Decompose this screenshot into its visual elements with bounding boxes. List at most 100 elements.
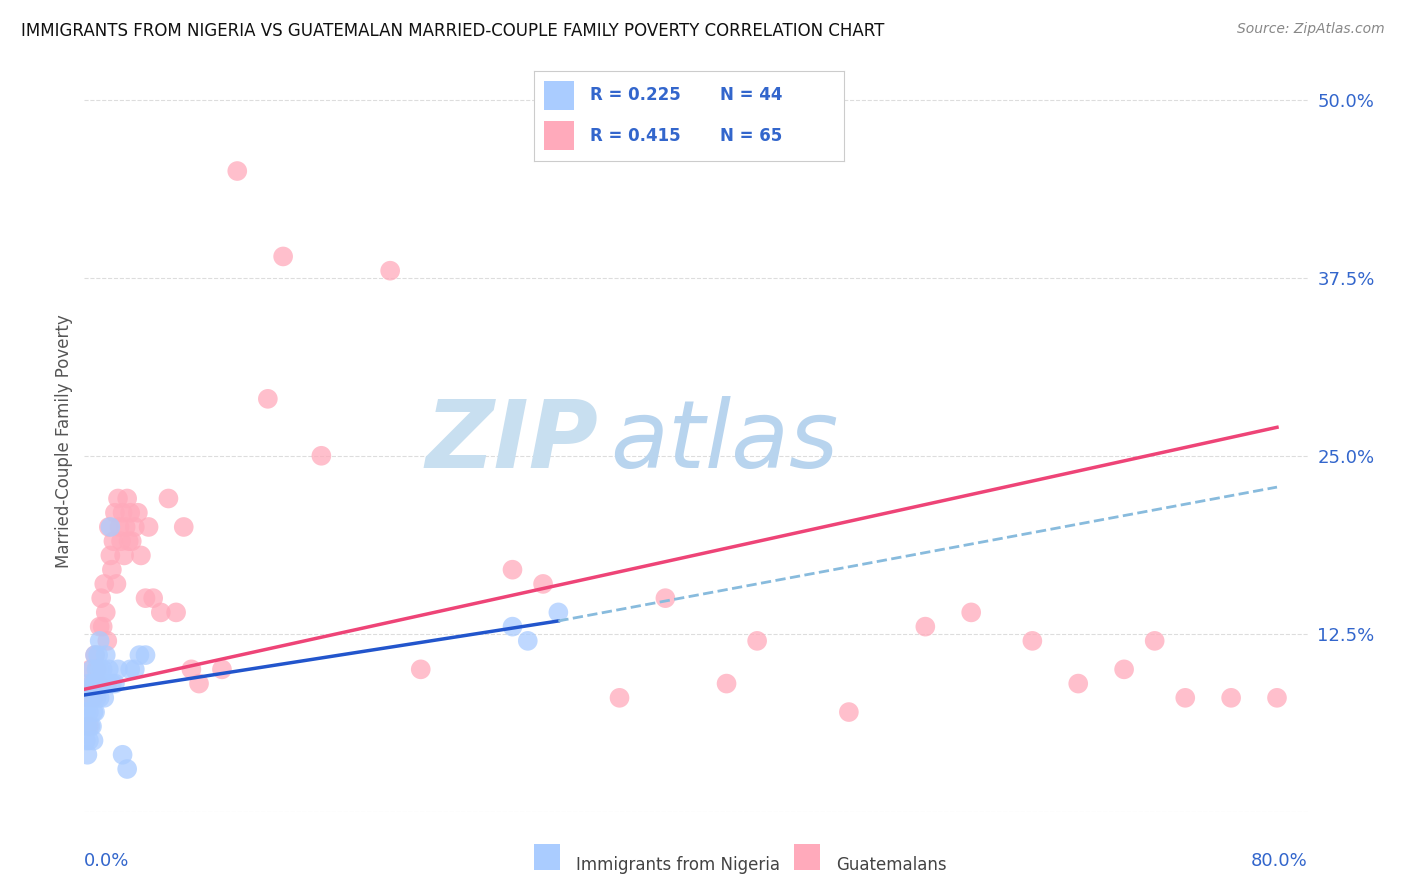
Point [138, 520, 160, 534]
Point [114, 520, 136, 534]
Point [716, 676, 738, 690]
Point [87, 676, 110, 690]
Point [91, 662, 114, 676]
Point [124, 520, 146, 534]
Text: Immigrants from Nigeria: Immigrants from Nigeria [576, 856, 780, 874]
Point [135, 591, 157, 606]
Point [91, 619, 114, 633]
Text: R = 0.225: R = 0.225 [591, 87, 681, 104]
Point [120, 506, 142, 520]
Point [79, 719, 101, 733]
Point [1114, 662, 1136, 676]
Point [84, 676, 107, 690]
Point [115, 491, 138, 506]
Text: 0.0%: 0.0% [84, 853, 129, 871]
Text: Guatemalans: Guatemalans [837, 856, 948, 874]
Point [112, 549, 135, 563]
Point [80, 690, 103, 705]
Point [83, 676, 105, 690]
Point [188, 676, 211, 690]
Point [149, 606, 172, 620]
Point [128, 648, 150, 662]
Point [111, 747, 134, 762]
Point [75, 733, 97, 747]
Bar [544, 81, 575, 110]
Point [120, 662, 142, 676]
Point [107, 491, 129, 506]
Point [97, 662, 120, 676]
Point [118, 534, 141, 549]
Point [84, 705, 107, 719]
Point [80, 719, 103, 733]
Point [516, 633, 538, 648]
Point [747, 633, 769, 648]
Point [80, 662, 103, 676]
Text: N = 65: N = 65 [720, 127, 782, 145]
Point [311, 449, 333, 463]
Point [83, 705, 105, 719]
Point [108, 520, 131, 534]
Point [960, 606, 983, 620]
Point [111, 506, 134, 520]
Point [89, 662, 111, 676]
Text: 80.0%: 80.0% [1251, 853, 1308, 871]
Point [89, 633, 111, 648]
Point [1067, 676, 1090, 690]
Point [86, 662, 108, 676]
Point [110, 534, 132, 549]
Bar [544, 121, 575, 150]
Point [89, 619, 111, 633]
Point [83, 690, 105, 705]
Point [135, 648, 157, 662]
Point [96, 676, 118, 690]
Point [76, 690, 98, 705]
Point [77, 676, 100, 690]
Point [96, 633, 118, 648]
Point [129, 549, 152, 563]
Y-axis label: Married-Couple Family Poverty: Married-Couple Family Poverty [55, 315, 73, 568]
Point [107, 662, 129, 676]
Point [157, 491, 180, 506]
Point [75, 705, 97, 719]
Point [86, 690, 108, 705]
Point [654, 591, 676, 606]
Point [104, 676, 127, 690]
Point [211, 662, 233, 676]
Point [115, 762, 138, 776]
Point [77, 733, 100, 747]
Point [76, 747, 98, 762]
Point [87, 676, 110, 690]
Point [93, 577, 115, 591]
Point [93, 690, 115, 705]
Point [79, 662, 101, 676]
Point [271, 250, 294, 264]
Text: ZIP: ZIP [425, 395, 598, 488]
Point [838, 705, 860, 719]
Point [914, 619, 936, 633]
Point [103, 534, 125, 549]
Point [101, 676, 124, 690]
Point [90, 676, 112, 690]
Text: R = 0.415: R = 0.415 [591, 127, 681, 145]
Text: atlas: atlas [610, 396, 838, 487]
Point [105, 577, 128, 591]
Text: IMMIGRANTS FROM NIGERIA VS GUATEMALAN MARRIED-COUPLE FAMILY POVERTY CORRELATION : IMMIGRANTS FROM NIGERIA VS GUATEMALAN MA… [21, 22, 884, 40]
Point [77, 719, 100, 733]
Point [84, 648, 107, 662]
Point [76, 719, 98, 733]
Point [83, 733, 105, 747]
Point [173, 520, 195, 534]
Point [380, 263, 402, 277]
Point [502, 619, 524, 633]
Point [531, 577, 554, 591]
Point [1265, 690, 1288, 705]
Point [124, 662, 146, 676]
Point [1174, 690, 1197, 705]
Point [89, 690, 111, 705]
Point [98, 520, 121, 534]
Point [97, 520, 120, 534]
Point [104, 506, 127, 520]
Point [77, 705, 100, 719]
Text: Source: ZipAtlas.com: Source: ZipAtlas.com [1237, 22, 1385, 37]
Point [1220, 690, 1243, 705]
